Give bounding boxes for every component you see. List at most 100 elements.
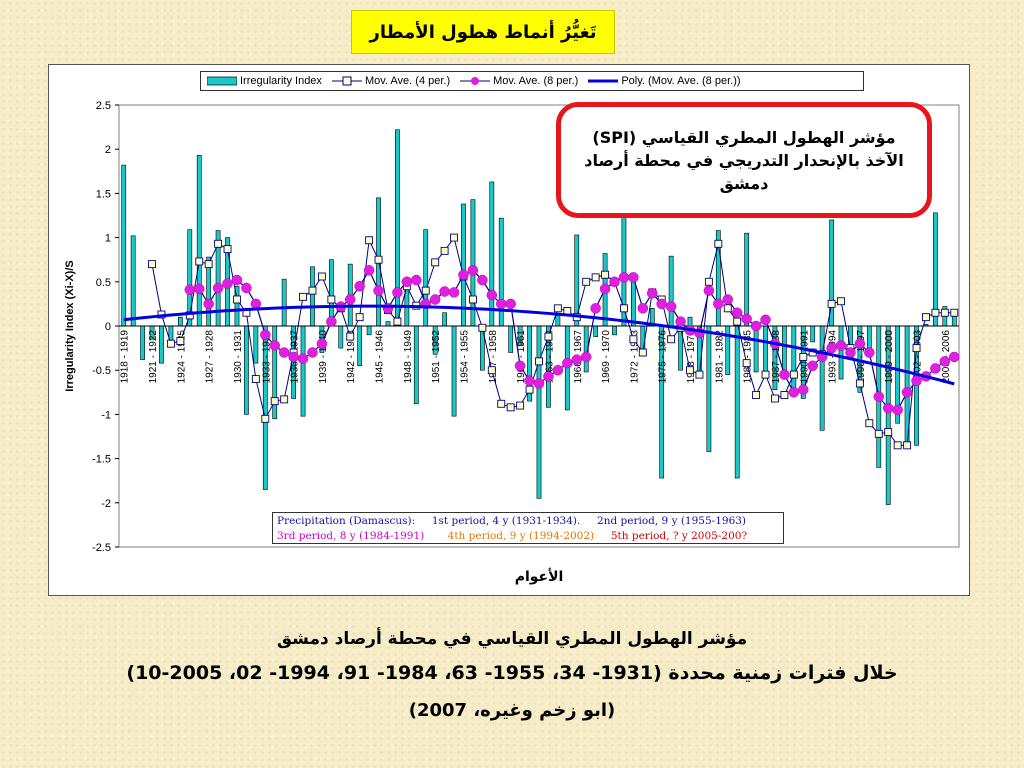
y-tick-label: 1.5 [96,188,111,200]
mov4-point-1927 [204,260,213,269]
mov4-point-1983 [733,317,742,326]
mov4-point-1979 [695,370,704,379]
legend-item-trend: Poly. (Mov. Ave. (8 per.)) [588,75,741,87]
y-tick-label: -0.5 [92,365,111,377]
mov4-point-1942 [346,332,355,341]
mov8-point-1958 [495,298,507,310]
legend-item-mov8: Mov. Ave. (8 per.) [460,75,578,87]
mov4-point-1978 [686,366,694,375]
mov8-point-1931 [241,282,252,294]
mov8-point-1995 [845,347,856,358]
mov8-point-1954 [458,269,469,280]
mov8-point-1998 [873,391,885,402]
info-period-5: 5th period, ? y 2005-200? [610,530,748,542]
mov4-point-1987 [771,394,779,403]
mov8-point-2006 [949,351,960,363]
bar-1938 [310,266,315,327]
series-poly-trend [123,304,955,386]
periods-info-box: Precipitation (Damascus): 1st period, 4 … [272,512,784,544]
mov8-point-2000 [892,404,903,416]
mov8-point-1996 [854,338,866,349]
mov4-point-1988 [780,391,789,399]
mov8-point-1945 [373,285,384,296]
mov8-point-2004 [930,363,941,374]
mov8-point-1930 [231,274,243,286]
mov8-point-1960 [514,360,526,372]
mov4-point-2003 [922,313,930,322]
mov8-point-1980 [703,285,715,296]
mov8-point-1935 [278,347,290,358]
info-period-1: 1st period, 4 y (1931-1934). [431,515,581,527]
y-tick-label: 2.5 [96,100,111,112]
x-tick-label: 1984 - 1985 [743,330,754,384]
bar-1940 [328,259,334,327]
info-label: Precipitation (Damascus): [277,515,416,527]
mov4-point-2001 [903,441,912,450]
bar-1953 [451,325,457,417]
bar-1952 [442,312,447,327]
mov8-point-1944 [363,265,375,276]
mov8-point-1967 [580,351,592,363]
bar-1919 [130,235,136,327]
mov4-point-1930 [233,295,241,304]
bar-1920 [140,325,145,360]
mov4-point-1952 [440,246,449,255]
mov8-point-1968 [590,303,601,314]
info-period-4: 4th period, 9 y (1994-2002) [447,530,595,542]
legend-item-mov4: Mov. Ave. (4 per.) [331,75,451,87]
bar-1972 [631,281,636,327]
mov4-point-1973 [638,348,647,357]
mov4-point-1960 [516,401,525,410]
bar-1986 [763,325,768,373]
x-tick-label: 1954 - 1955 [459,330,470,384]
mov8-point-1961 [524,375,535,387]
mov4-point-1921 [148,260,156,269]
bar-1962 [536,325,542,499]
mov4-point-1929 [223,245,232,254]
mov8-point-1926 [193,283,205,295]
legend-label-mov4: Mov. Ave. (4 per.) [364,75,451,87]
mov8-point-1976 [665,301,677,312]
x-tick-label: 1933 - 1934 [261,330,272,384]
mov8-point-1936 [288,351,299,363]
y-tick-label: 0 [105,321,111,333]
mov8-point-2005 [939,356,951,367]
y-tick-label: -1.5 [92,454,111,466]
mov8-point-2002 [911,375,922,387]
x-tick-label: 1942 - 1943 [346,330,357,384]
bar-1970 [612,325,617,336]
y-tick-label: -1 [101,409,111,421]
mov8-point-1953 [448,287,460,298]
mov8-point-1981 [713,298,724,310]
x-tick-label: 1948 - 1949 [403,330,414,384]
mov8-point-1974 [647,288,658,299]
mov4-point-1958 [497,399,506,408]
mov4-point-1944 [365,236,374,245]
mov8-point-1929 [222,278,233,289]
mov8-point-1938 [307,347,318,358]
x-tick-label: 1945 - 1946 [375,330,386,384]
mov4-point-1994 [837,297,845,306]
x-tick-label: 1981 - 1982 [714,330,725,384]
x-tick-label: 1951 - 1952 [431,330,442,384]
mov4-point-1997 [865,419,874,428]
x-tick-label: 1930 - 1931 [233,330,244,384]
bar-1964 [555,315,561,327]
mov8-point-1990 [798,384,809,395]
legend-item-irregularity: Irregularity Index [207,75,322,87]
mov4-point-1940 [327,295,336,304]
mov8-point-1969 [599,283,611,295]
mov8-point-1983 [731,307,743,318]
mov4-point-1938 [308,286,317,295]
x-tick-label: 1960 - 1961 [516,330,527,384]
spi-callout: مؤشر الهطول المطري القياسي (SPI) الآخذ ب… [556,102,932,218]
legend-label-mov8: Mov. Ave. (8 per.) [493,75,579,87]
mov4-point-1981 [714,239,723,248]
bar-1943 [357,325,363,367]
bar-1982 [725,325,731,375]
mov4-point-1937 [299,292,307,301]
bar-1941 [338,325,344,349]
mov4-point-1939 [317,272,326,281]
mov4-point-2002 [912,344,921,353]
mov8-point-1997 [864,347,875,358]
